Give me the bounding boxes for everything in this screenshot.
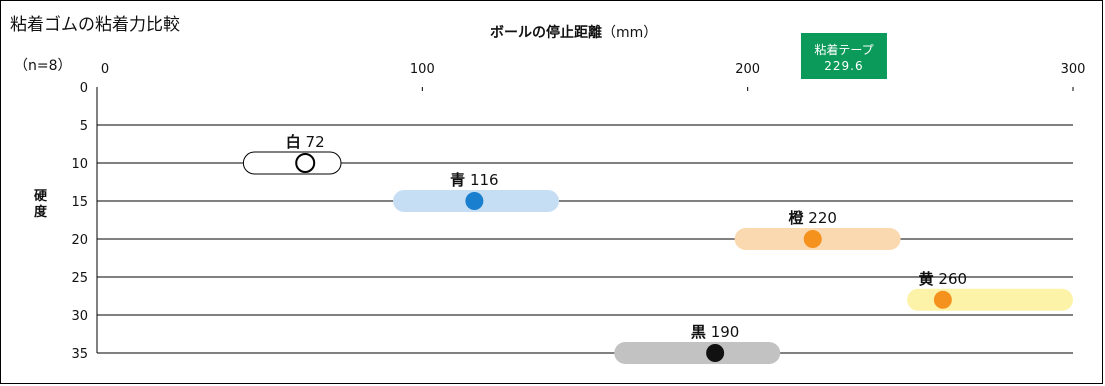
reference-marker: 粘着テープ 229.6 [800,33,887,79]
y-tick-label-35: 35 [71,347,88,362]
data-point-2 [803,230,822,248]
data-label-name-3: 黄 [919,270,934,288]
y-tick-label-10: 10 [71,157,88,172]
data-label-name-2: 橙 [789,209,805,227]
y-tick-label-30: 30 [71,309,88,324]
x-axis-label-text: ボールの停止距離 [490,24,602,41]
range-band-3 [907,288,1073,311]
data-label-2: 橙 220 [789,209,837,227]
sample-note: （n=8） [14,58,72,74]
range-band-4 [614,342,781,364]
data-label-value-1: 116 [465,171,498,189]
data-point-4 [706,344,725,362]
data-label-value-2: 220 [804,209,837,227]
x-tick-label-100: 100 [410,62,435,77]
data-point-1 [465,192,484,210]
data-label-1: 青 116 [450,171,498,189]
y-axis-label-char-1: 度 [34,204,48,220]
x-axis-label: ボールの停止距離（mm） [490,24,657,41]
data-markers: 白 72 青 116 橙 220 黄 260 黒 190 [286,133,967,362]
range-band-0 [242,151,342,175]
chart-title: 粘着ゴムの粘着力比較 [10,14,180,35]
x-tick-label-0: 0 [101,62,109,77]
y-axis-label-char-0: 硬 [34,189,48,204]
reference-value: 229.6 [824,59,863,73]
data-label-value-4: 190 [706,323,739,341]
data-label-0: 白 72 [286,133,325,151]
data-label-4: 黒 190 [691,323,739,341]
y-tick-label-15: 15 [71,195,88,210]
data-label-name-1: 青 [450,171,465,189]
x-tick-label-200: 200 [735,62,760,77]
data-point-3 [933,290,952,309]
data-label-name-0: 白 [286,133,301,151]
y-tick-label-5: 5 [80,119,88,134]
axes: 0 5 10 15 20 25 30 35 0 100 200 300 [71,62,1085,362]
x-axis-unit: （mm） [602,25,657,41]
data-label-name-4: 黒 [691,323,706,341]
reference-box [800,33,887,79]
data-label-value-3: 260 [934,270,967,288]
data-label-3: 黄 260 [919,270,967,288]
x-tick-label-300: 300 [1061,62,1086,77]
range-bands [242,151,1073,364]
reference-label: 粘着テープ [814,42,873,57]
y-tick-label-0: 0 [80,81,88,96]
data-label-value-0: 72 [301,133,325,151]
data-point-0 [295,153,316,173]
y-tick-label-20: 20 [71,233,88,248]
y-tick-label-25: 25 [71,271,88,286]
y-axis-label: 硬 度 [34,189,52,220]
